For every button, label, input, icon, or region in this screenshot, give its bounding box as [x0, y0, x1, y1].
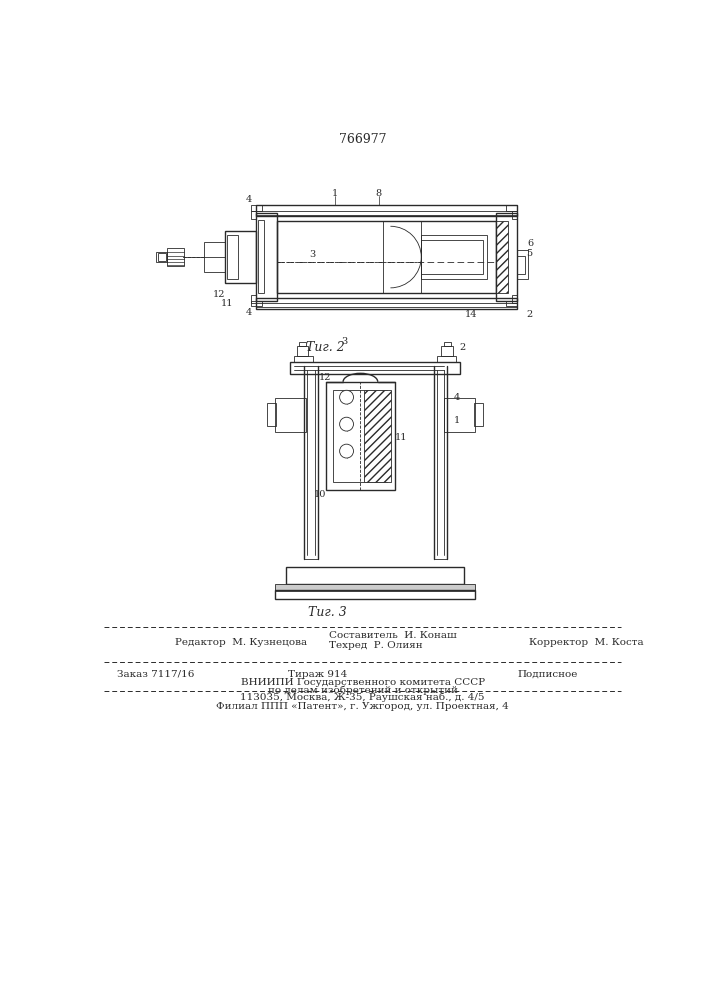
Circle shape [339, 444, 354, 458]
Bar [296, 346, 308, 356]
Text: 766977: 766977 [339, 133, 387, 146]
Text: Тираж 914: Тираж 914 [288, 670, 347, 679]
Text: 14: 14 [465, 310, 477, 319]
Bar [496, 221, 508, 293]
Bar [291, 362, 460, 374]
Text: Корректор  М. Коста: Корректор М. Коста [529, 638, 643, 647]
Bar [474, 403, 483, 426]
Bar [258, 220, 264, 293]
Bar [277, 221, 496, 293]
Bar [512, 211, 517, 219]
Bar [496, 213, 518, 301]
Text: по делам изобретений и открытий: по делам изобретений и открытий [268, 685, 457, 695]
Bar [437, 356, 456, 362]
Bar [518, 250, 528, 279]
Text: 11: 11 [395, 433, 407, 442]
Text: 5: 5 [526, 249, 532, 258]
Text: 6: 6 [527, 239, 534, 248]
Bar [443, 342, 450, 346]
Bar [227, 235, 238, 279]
Bar [518, 256, 525, 274]
Text: 3: 3 [309, 250, 315, 259]
Bar [158, 253, 165, 261]
Text: 10: 10 [313, 490, 326, 499]
Bar [299, 342, 305, 346]
Text: Филиал ППП «Патент», г. Ужгород, ул. Проектная, 4: Филиал ППП «Патент», г. Ужгород, ул. Про… [216, 702, 509, 711]
Text: Составитель  И. Конаш: Составитель И. Конаш [329, 631, 457, 640]
Bar [286, 567, 464, 584]
Bar [251, 205, 262, 211]
Text: 11: 11 [221, 299, 233, 308]
Text: 8: 8 [376, 189, 382, 198]
Bar [421, 240, 483, 274]
Text: 2: 2 [459, 343, 465, 352]
Text: 113035, Москва, Ж-35, Раушская наб., д. 4/5: 113035, Москва, Ж-35, Раушская наб., д. … [240, 693, 485, 702]
Bar [275, 398, 305, 432]
Bar [421, 235, 486, 279]
Bar [275, 590, 475, 599]
Bar [275, 584, 475, 591]
Text: 1: 1 [332, 189, 338, 198]
Bar [256, 213, 277, 301]
Bar [167, 248, 184, 266]
Bar [251, 211, 256, 219]
Bar [512, 295, 517, 303]
Bar [326, 382, 395, 490]
Bar [364, 389, 391, 482]
Circle shape [339, 390, 354, 404]
Bar [251, 295, 256, 303]
Bar [334, 389, 387, 482]
Bar [294, 356, 313, 362]
Text: Τиг. 3: Τиг. 3 [308, 606, 346, 619]
Text: Техред  Р. Олиян: Техред Р. Олиян [329, 641, 423, 650]
Bar [225, 231, 256, 283]
Text: ВНИИПИ Государственного комитета СССР: ВНИИПИ Государственного комитета СССР [240, 678, 485, 687]
Bar [251, 301, 262, 306]
Bar [506, 301, 518, 306]
Text: Заказ 7117/16: Заказ 7117/16 [117, 670, 194, 679]
Text: Τиг. 2: Τиг. 2 [305, 341, 344, 354]
Bar [156, 252, 167, 262]
Bar [506, 205, 518, 211]
Text: 4: 4 [453, 393, 460, 402]
Circle shape [339, 417, 354, 431]
Text: 4: 4 [245, 308, 252, 317]
Text: 1: 1 [453, 416, 460, 425]
Text: Редактор  М. Кузнецова: Редактор М. Кузнецова [175, 638, 307, 647]
Text: 3: 3 [341, 337, 347, 346]
Bar [256, 298, 518, 309]
Bar [256, 205, 518, 216]
Text: 2: 2 [526, 310, 532, 319]
Text: 12: 12 [214, 290, 226, 299]
Text: 12: 12 [319, 373, 332, 382]
Text: Подписное: Подписное [518, 670, 578, 679]
Text: 4: 4 [245, 195, 252, 204]
Bar [444, 398, 475, 432]
Bar [204, 242, 225, 272]
Bar [267, 403, 276, 426]
Bar [441, 346, 452, 356]
